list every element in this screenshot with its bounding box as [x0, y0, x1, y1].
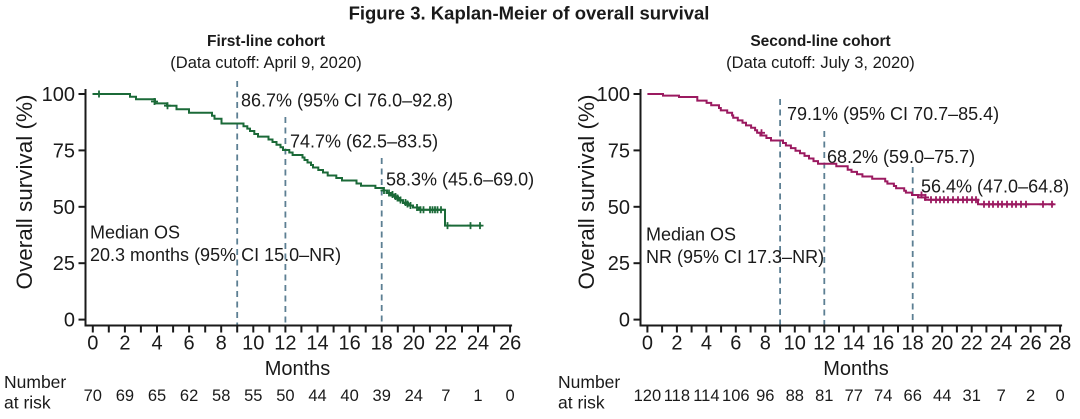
svg-text:24: 24 [405, 387, 423, 405]
svg-text:Median OS: Median OS [646, 225, 736, 245]
svg-text:18: 18 [902, 333, 924, 355]
svg-text:1: 1 [473, 387, 482, 405]
svg-text:25: 25 [608, 253, 630, 275]
svg-text:24: 24 [990, 333, 1012, 355]
svg-text:6: 6 [730, 333, 741, 355]
svg-text:75: 75 [53, 140, 75, 162]
svg-text:50: 50 [608, 197, 630, 219]
svg-text:6: 6 [184, 333, 195, 355]
svg-text:88: 88 [786, 387, 804, 405]
svg-text:8: 8 [760, 333, 771, 355]
svg-text:First-line cohort: First-line cohort [207, 33, 325, 50]
svg-text:69: 69 [116, 387, 134, 405]
svg-text:39: 39 [373, 387, 391, 405]
svg-text:0: 0 [642, 333, 653, 355]
svg-text:Second-line cohort: Second-line cohort [750, 33, 890, 50]
svg-text:106: 106 [722, 387, 750, 405]
svg-text:74.7% (62.5–83.5): 74.7% (62.5–83.5) [290, 132, 438, 152]
svg-text:4: 4 [151, 333, 162, 355]
svg-text:10: 10 [784, 333, 806, 355]
svg-text:20.3 months (95% CI 15.0–NR): 20.3 months (95% CI 15.0–NR) [90, 245, 341, 265]
svg-text:58.3% (45.6–69.0): 58.3% (45.6–69.0) [386, 170, 534, 190]
svg-text:120: 120 [634, 387, 662, 405]
svg-text:Overall survival (%): Overall survival (%) [12, 94, 37, 289]
svg-text:56.4% (47.0–64.8): 56.4% (47.0–64.8) [921, 177, 1069, 197]
svg-text:70: 70 [84, 387, 102, 405]
svg-text:25: 25 [53, 253, 75, 275]
svg-text:0: 0 [64, 310, 75, 332]
svg-text:(Data cutoff: April 9, 2020): (Data cutoff: April 9, 2020) [170, 54, 361, 72]
svg-text:10: 10 [242, 333, 264, 355]
svg-text:26: 26 [499, 333, 521, 355]
svg-text:20: 20 [403, 333, 425, 355]
svg-text:20: 20 [931, 333, 953, 355]
svg-text:74: 74 [874, 387, 892, 405]
svg-text:100: 100 [42, 84, 75, 106]
svg-text:68.2% (59.0–75.7): 68.2% (59.0–75.7) [827, 147, 975, 167]
svg-text:22: 22 [435, 333, 457, 355]
svg-text:75: 75 [608, 140, 630, 162]
svg-text:62: 62 [180, 387, 198, 405]
svg-text:79.1% (95% CI 70.7–85.4): 79.1% (95% CI 70.7–85.4) [787, 104, 999, 124]
svg-text:Number: Number [4, 372, 66, 392]
svg-text:7: 7 [997, 387, 1006, 405]
svg-text:0: 0 [87, 333, 98, 355]
svg-text:Overall survival (%): Overall survival (%) [574, 94, 599, 289]
svg-text:(Data cutoff: July 3, 2020): (Data cutoff: July 3, 2020) [726, 54, 915, 72]
svg-text:31: 31 [963, 387, 981, 405]
svg-text:Number: Number [558, 372, 620, 392]
svg-text:77: 77 [845, 387, 863, 405]
svg-text:50: 50 [276, 387, 294, 405]
svg-text:4: 4 [701, 333, 712, 355]
svg-text:at risk: at risk [558, 393, 605, 413]
svg-text:18: 18 [371, 333, 393, 355]
svg-text:81: 81 [815, 387, 833, 405]
svg-text:50: 50 [53, 197, 75, 219]
svg-text:14: 14 [843, 333, 865, 355]
svg-text:58: 58 [212, 387, 230, 405]
svg-text:40: 40 [340, 387, 358, 405]
svg-text:65: 65 [148, 387, 166, 405]
svg-text:12: 12 [274, 333, 296, 355]
svg-text:14: 14 [306, 333, 328, 355]
svg-text:16: 16 [872, 333, 894, 355]
svg-text:96: 96 [756, 387, 774, 405]
svg-text:8: 8 [216, 333, 227, 355]
svg-text:22: 22 [961, 333, 983, 355]
svg-text:2: 2 [1026, 387, 1035, 405]
svg-text:24: 24 [467, 333, 489, 355]
svg-text:44: 44 [933, 387, 951, 405]
svg-text:16: 16 [338, 333, 360, 355]
svg-text:7: 7 [441, 387, 450, 405]
svg-text:114: 114 [693, 387, 719, 405]
svg-text:NR (95% CI 17.3–NR): NR (95% CI 17.3–NR) [646, 247, 824, 267]
svg-text:12: 12 [813, 333, 835, 355]
svg-text:100: 100 [597, 84, 630, 106]
svg-text:Figure 3. Kaplan-Meier of over: Figure 3. Kaplan-Meier of overall surviv… [349, 3, 710, 24]
svg-text:26: 26 [1019, 333, 1041, 355]
svg-text:28: 28 [1049, 333, 1071, 355]
svg-text:55: 55 [244, 387, 262, 405]
svg-text:0: 0 [619, 310, 630, 332]
svg-text:44: 44 [308, 387, 326, 405]
svg-text:0: 0 [506, 387, 515, 405]
svg-text:Months: Months [823, 358, 889, 380]
svg-text:Months: Months [265, 358, 331, 380]
svg-text:66: 66 [904, 387, 922, 405]
svg-text:Median OS: Median OS [90, 223, 180, 243]
svg-text:2: 2 [119, 333, 130, 355]
svg-text:2: 2 [671, 333, 682, 355]
svg-text:118: 118 [664, 387, 690, 405]
svg-text:0: 0 [1056, 387, 1065, 405]
svg-text:at risk: at risk [4, 393, 51, 413]
svg-text:86.7% (95% CI 76.0–92.8): 86.7% (95% CI 76.0–92.8) [241, 91, 453, 111]
